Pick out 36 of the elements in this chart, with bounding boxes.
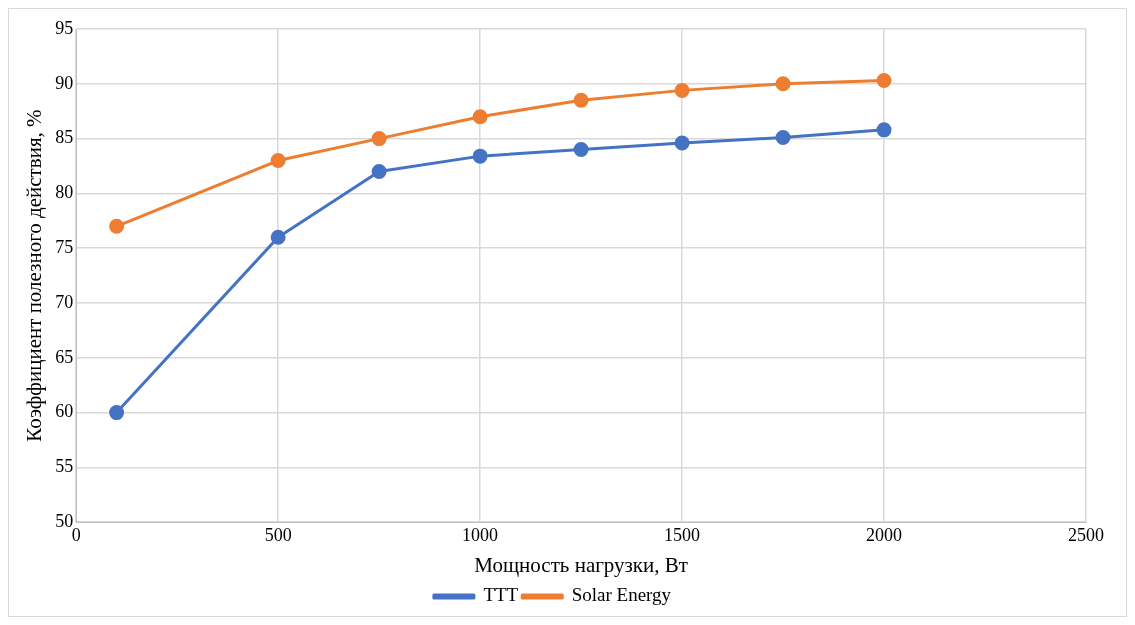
point xyxy=(573,142,589,158)
point xyxy=(270,229,286,245)
x-tick-label: 2500 xyxy=(1068,524,1104,545)
y-tick-label: 80 xyxy=(55,182,74,203)
y-tick-label: 95 xyxy=(55,17,74,38)
point xyxy=(876,122,892,138)
y-tick-label: 85 xyxy=(55,127,74,148)
x-axis-title: Мощность нагрузки, Вт xyxy=(474,552,688,577)
y-tick-label: 75 xyxy=(55,236,74,257)
x-tick-label: 1500 xyxy=(664,524,701,545)
point xyxy=(472,148,488,164)
point xyxy=(472,109,488,125)
point xyxy=(109,218,125,234)
point xyxy=(371,163,387,179)
y-axis-title: Коэффициент полезного действия, % xyxy=(22,109,47,442)
point xyxy=(775,76,791,92)
point xyxy=(109,405,125,421)
y-tick-label: 65 xyxy=(55,346,74,367)
point xyxy=(270,153,286,169)
x-tick-label: 0 xyxy=(71,524,81,545)
y-tick-label: 50 xyxy=(55,510,74,531)
point xyxy=(876,73,892,89)
y-tick-label: 90 xyxy=(55,72,74,93)
legend-label: Solar Energy xyxy=(571,584,672,606)
point xyxy=(674,82,690,98)
y-tick-label: 60 xyxy=(55,401,74,422)
x-tick-label: 500 xyxy=(264,524,292,545)
x-tick-label: 1000 xyxy=(462,524,499,545)
y-tick-label: 70 xyxy=(55,291,74,312)
point xyxy=(674,135,690,151)
point xyxy=(371,131,387,147)
y-tick-label: 55 xyxy=(55,456,74,477)
legend-label: TTT xyxy=(483,584,519,606)
point xyxy=(573,92,589,108)
x-tick-label: 2000 xyxy=(866,524,903,545)
point xyxy=(775,130,791,145)
